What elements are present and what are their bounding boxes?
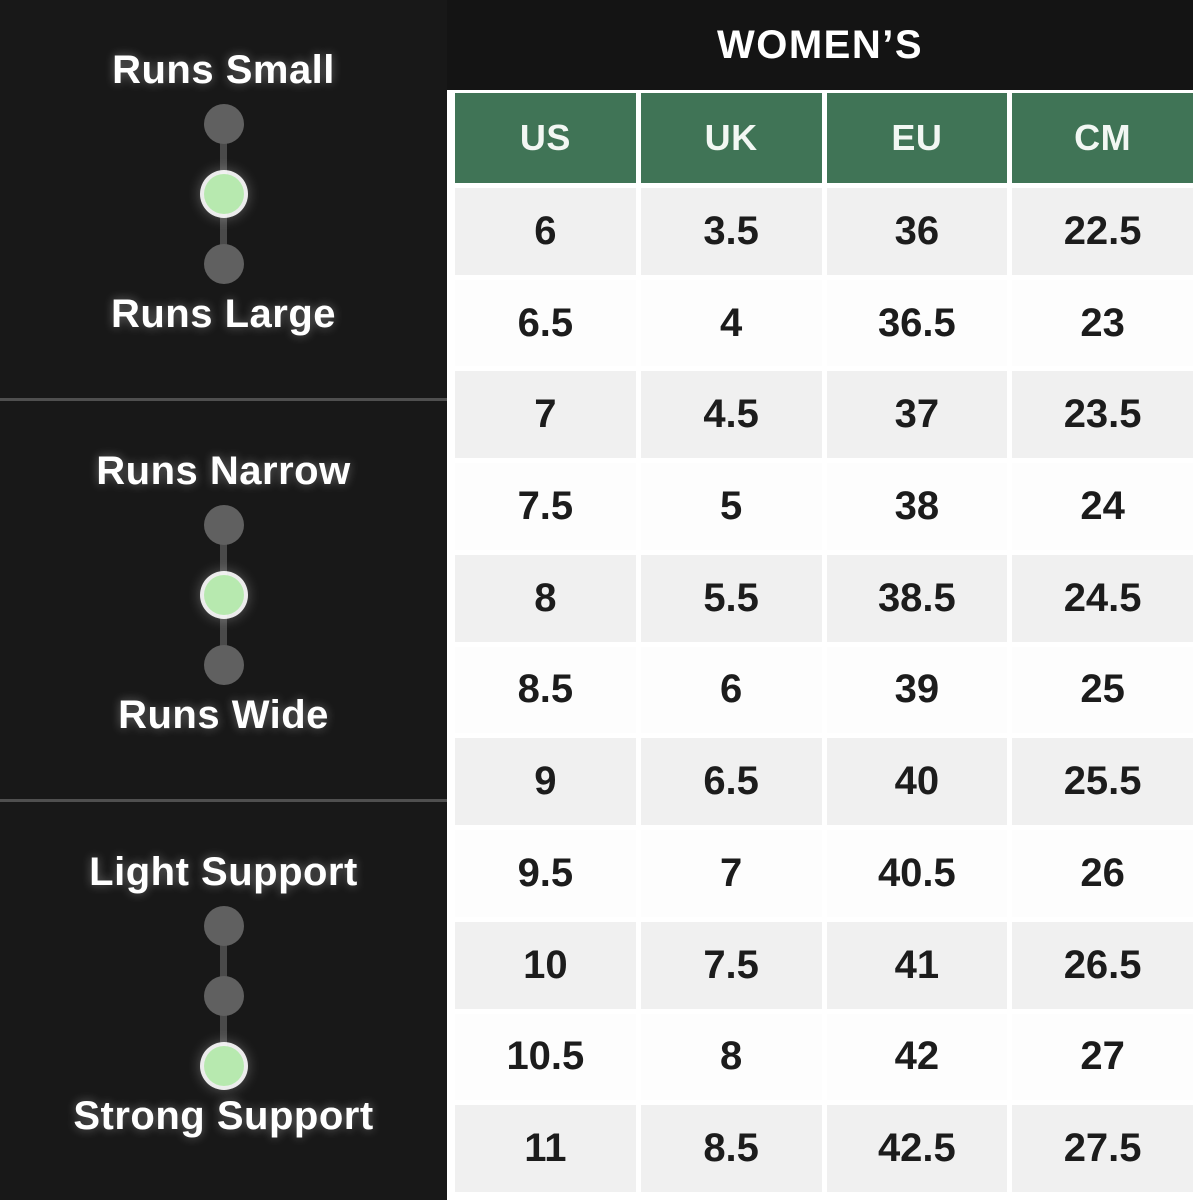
track-connector: [220, 211, 227, 247]
size-cell: 7.5: [455, 463, 636, 550]
size-cell: 4: [640, 279, 822, 367]
strong-support-label: Strong Support: [73, 1094, 374, 1138]
size-cell: 10.5: [455, 1013, 636, 1101]
size-cell: 7: [455, 371, 636, 459]
column-header-uk: UK: [640, 93, 822, 183]
runs-narrow-label: Runs Narrow: [96, 449, 351, 493]
track-connector: [220, 141, 227, 177]
size-cell: 5: [640, 463, 822, 550]
size-cell: 7.5: [640, 921, 822, 1009]
size-cell: 9: [455, 738, 636, 826]
size-cell: 42.5: [826, 1105, 1008, 1192]
size-cell: 40.5: [826, 830, 1008, 917]
size-cell: 38: [826, 463, 1008, 550]
size-cell: 11: [455, 1105, 636, 1192]
size-cell: 3.5: [640, 188, 822, 275]
track-connector: [220, 943, 227, 979]
size-cell: 26.5: [1012, 921, 1193, 1009]
column-header-eu: EU: [826, 93, 1008, 183]
size-cell: 5.5: [640, 554, 822, 642]
width-dot-1: [203, 505, 244, 545]
support-dot-1: [203, 906, 244, 946]
size-cell: 6.5: [640, 738, 822, 826]
size-cell: 8: [455, 554, 636, 642]
support-dot-3-selected-icon: [203, 1046, 244, 1086]
size-cell: 6.5: [455, 279, 636, 367]
size-cell: 7: [640, 830, 822, 917]
column-header-us: US: [455, 93, 636, 183]
size-cell: 25: [1012, 646, 1193, 734]
track-connector: [220, 1013, 227, 1049]
size-cell: 39: [826, 646, 1008, 734]
size-cell: 41: [826, 921, 1008, 1009]
size-cell: 27: [1012, 1013, 1193, 1101]
size-cell: 25.5: [1012, 738, 1193, 826]
width-dot-3: [203, 645, 244, 685]
length-dot-3: [203, 244, 244, 284]
runs-wide-label: Runs Wide: [118, 693, 329, 737]
fit-section-width: Runs Narrow Runs Wide: [0, 398, 447, 799]
size-cell: 10: [455, 921, 636, 1009]
light-support-label: Light Support: [89, 850, 358, 894]
size-cell: 26: [1012, 830, 1193, 917]
size-cell: 8: [640, 1013, 822, 1101]
width-dot-2-selected-icon: [203, 575, 244, 615]
table-title: WOMEN’S: [447, 0, 1193, 90]
support-scale-track: [203, 906, 244, 1086]
fit-indicator-panel: Runs Small Runs Large Runs Narrow Runs W…: [0, 0, 447, 1200]
size-cell: 6: [640, 646, 822, 734]
size-cell: 6: [455, 188, 636, 275]
size-cell: 23.5: [1012, 371, 1193, 459]
support-dot-2: [203, 976, 244, 1016]
size-cell: 36.5: [826, 279, 1008, 367]
track-connector: [220, 612, 227, 648]
size-cell: 36: [826, 188, 1008, 275]
size-cell: 4.5: [640, 371, 822, 459]
length-dot-2-selected-icon: [203, 174, 244, 214]
runs-small-label: Runs Small: [112, 48, 335, 92]
size-grid: US UK EU CM 6 3.5 36 22.5 6.5 4 36.5 23 …: [455, 93, 1193, 1192]
size-cell: 8.5: [455, 646, 636, 734]
size-cell: 42: [826, 1013, 1008, 1101]
size-cell: 38.5: [826, 554, 1008, 642]
size-cell: 22.5: [1012, 188, 1193, 275]
length-scale-track: [203, 104, 244, 284]
size-cell: 24: [1012, 463, 1193, 550]
fit-section-support: Light Support Strong Support: [0, 799, 447, 1200]
fit-section-length: Runs Small Runs Large: [0, 0, 447, 398]
size-cell: 23: [1012, 279, 1193, 367]
track-connector: [220, 542, 227, 578]
size-cell: 37: [826, 371, 1008, 459]
size-cell: 24.5: [1012, 554, 1193, 642]
size-table: WOMEN’S US UK EU CM 6 3.5 36 22.5 6.5 4 …: [447, 0, 1200, 1200]
length-dot-1: [203, 104, 244, 144]
size-cell: 40: [826, 738, 1008, 826]
size-cell: 8.5: [640, 1105, 822, 1192]
size-cell: 27.5: [1012, 1105, 1193, 1192]
runs-large-label: Runs Large: [110, 292, 337, 336]
size-cell: 9.5: [455, 830, 636, 917]
width-scale-track: [203, 505, 244, 685]
column-header-cm: CM: [1012, 93, 1193, 183]
